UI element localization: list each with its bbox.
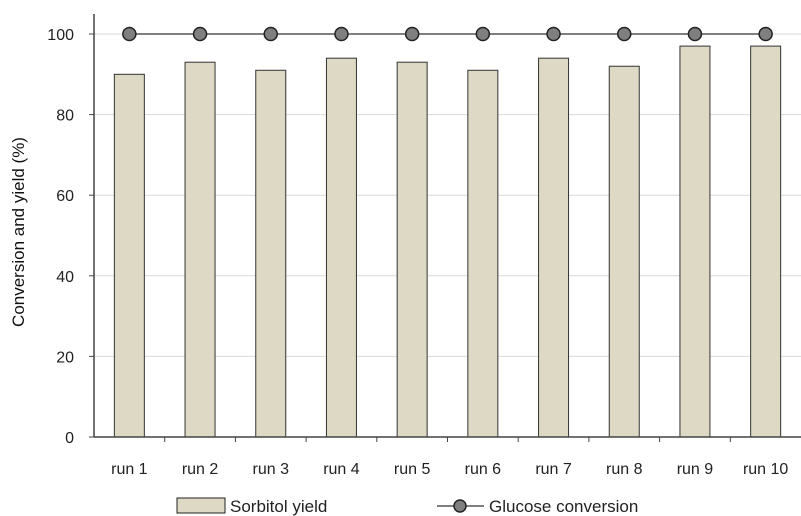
x-tick-label-3: run 3 (253, 461, 290, 478)
bar-sorbitol-yield-3 (255, 69, 287, 438)
legend-swatch-sorbitol-yield (176, 497, 226, 514)
x-tick-label-6: run 6 (465, 461, 502, 478)
y-tick-labels: 0 20 40 60 80 100 (47, 27, 94, 447)
bar-sorbitol-yield-1 (113, 73, 145, 438)
x-tick-label-5: run 5 (394, 461, 431, 478)
point-glucose-conversion-10 (758, 26, 773, 42)
y-tick-label-60: 60 (56, 188, 74, 205)
y-tick-label-100: 100 (47, 27, 74, 44)
y-tick-label-80: 80 (56, 108, 74, 125)
legend-label-glucose-conversion: Glucose conversion (489, 497, 638, 516)
bar-sorbitol-yield-6 (467, 69, 499, 438)
point-glucose-conversion-8 (617, 26, 632, 42)
x-tick-label-4: run 4 (323, 461, 360, 478)
bar-sorbitol-yield-8 (608, 65, 640, 438)
y-tick-label-40: 40 (56, 269, 74, 286)
point-glucose-conversion-9 (687, 26, 703, 42)
bar-sorbitol-yield-9 (679, 45, 711, 438)
y-tick-label-20: 20 (56, 349, 74, 366)
x-tick-labels: run 1 run 2 run 3 run 4 run 5 run 6 run 7 run 8… (111, 437, 788, 478)
bar-sorbitol-yield-7 (538, 57, 570, 438)
bar-sorbitol-yield-10 (750, 45, 782, 438)
bar-sorbitol-yield-4 (325, 57, 357, 438)
x-tick-label-9: run 9 (677, 461, 714, 478)
x-tick-label-2: run 2 (182, 461, 219, 478)
bar-series (113, 45, 782, 438)
point-glucose-conversion-7 (546, 26, 561, 42)
x-tick-label-8: run 8 (606, 461, 643, 478)
legend-marker-glucose-conversion (453, 499, 467, 513)
point-glucose-conversion-2 (192, 26, 208, 42)
legend-label-sorbitol-yield: Sorbitol yield (230, 497, 327, 516)
point-glucose-conversion-4 (334, 26, 349, 42)
point-glucose-conversion-5 (404, 26, 420, 42)
x-tick-label-7: run 7 (535, 461, 572, 478)
legend: Sorbitol yield Glucose conversion (176, 497, 638, 516)
line-series (122, 26, 773, 42)
bar-sorbitol-yield-2 (184, 61, 216, 438)
y-axis-title: Conversion and yield (%) (9, 137, 28, 327)
x-tick-label-1: run 1 (111, 461, 148, 478)
point-glucose-conversion-1 (122, 26, 137, 42)
point-glucose-conversion-6 (475, 26, 491, 42)
x-tick-label-10: run 10 (743, 461, 788, 478)
point-glucose-conversion-3 (263, 26, 278, 42)
y-tick-label-0: 0 (65, 430, 74, 447)
bar-sorbitol-yield-5 (396, 61, 428, 438)
